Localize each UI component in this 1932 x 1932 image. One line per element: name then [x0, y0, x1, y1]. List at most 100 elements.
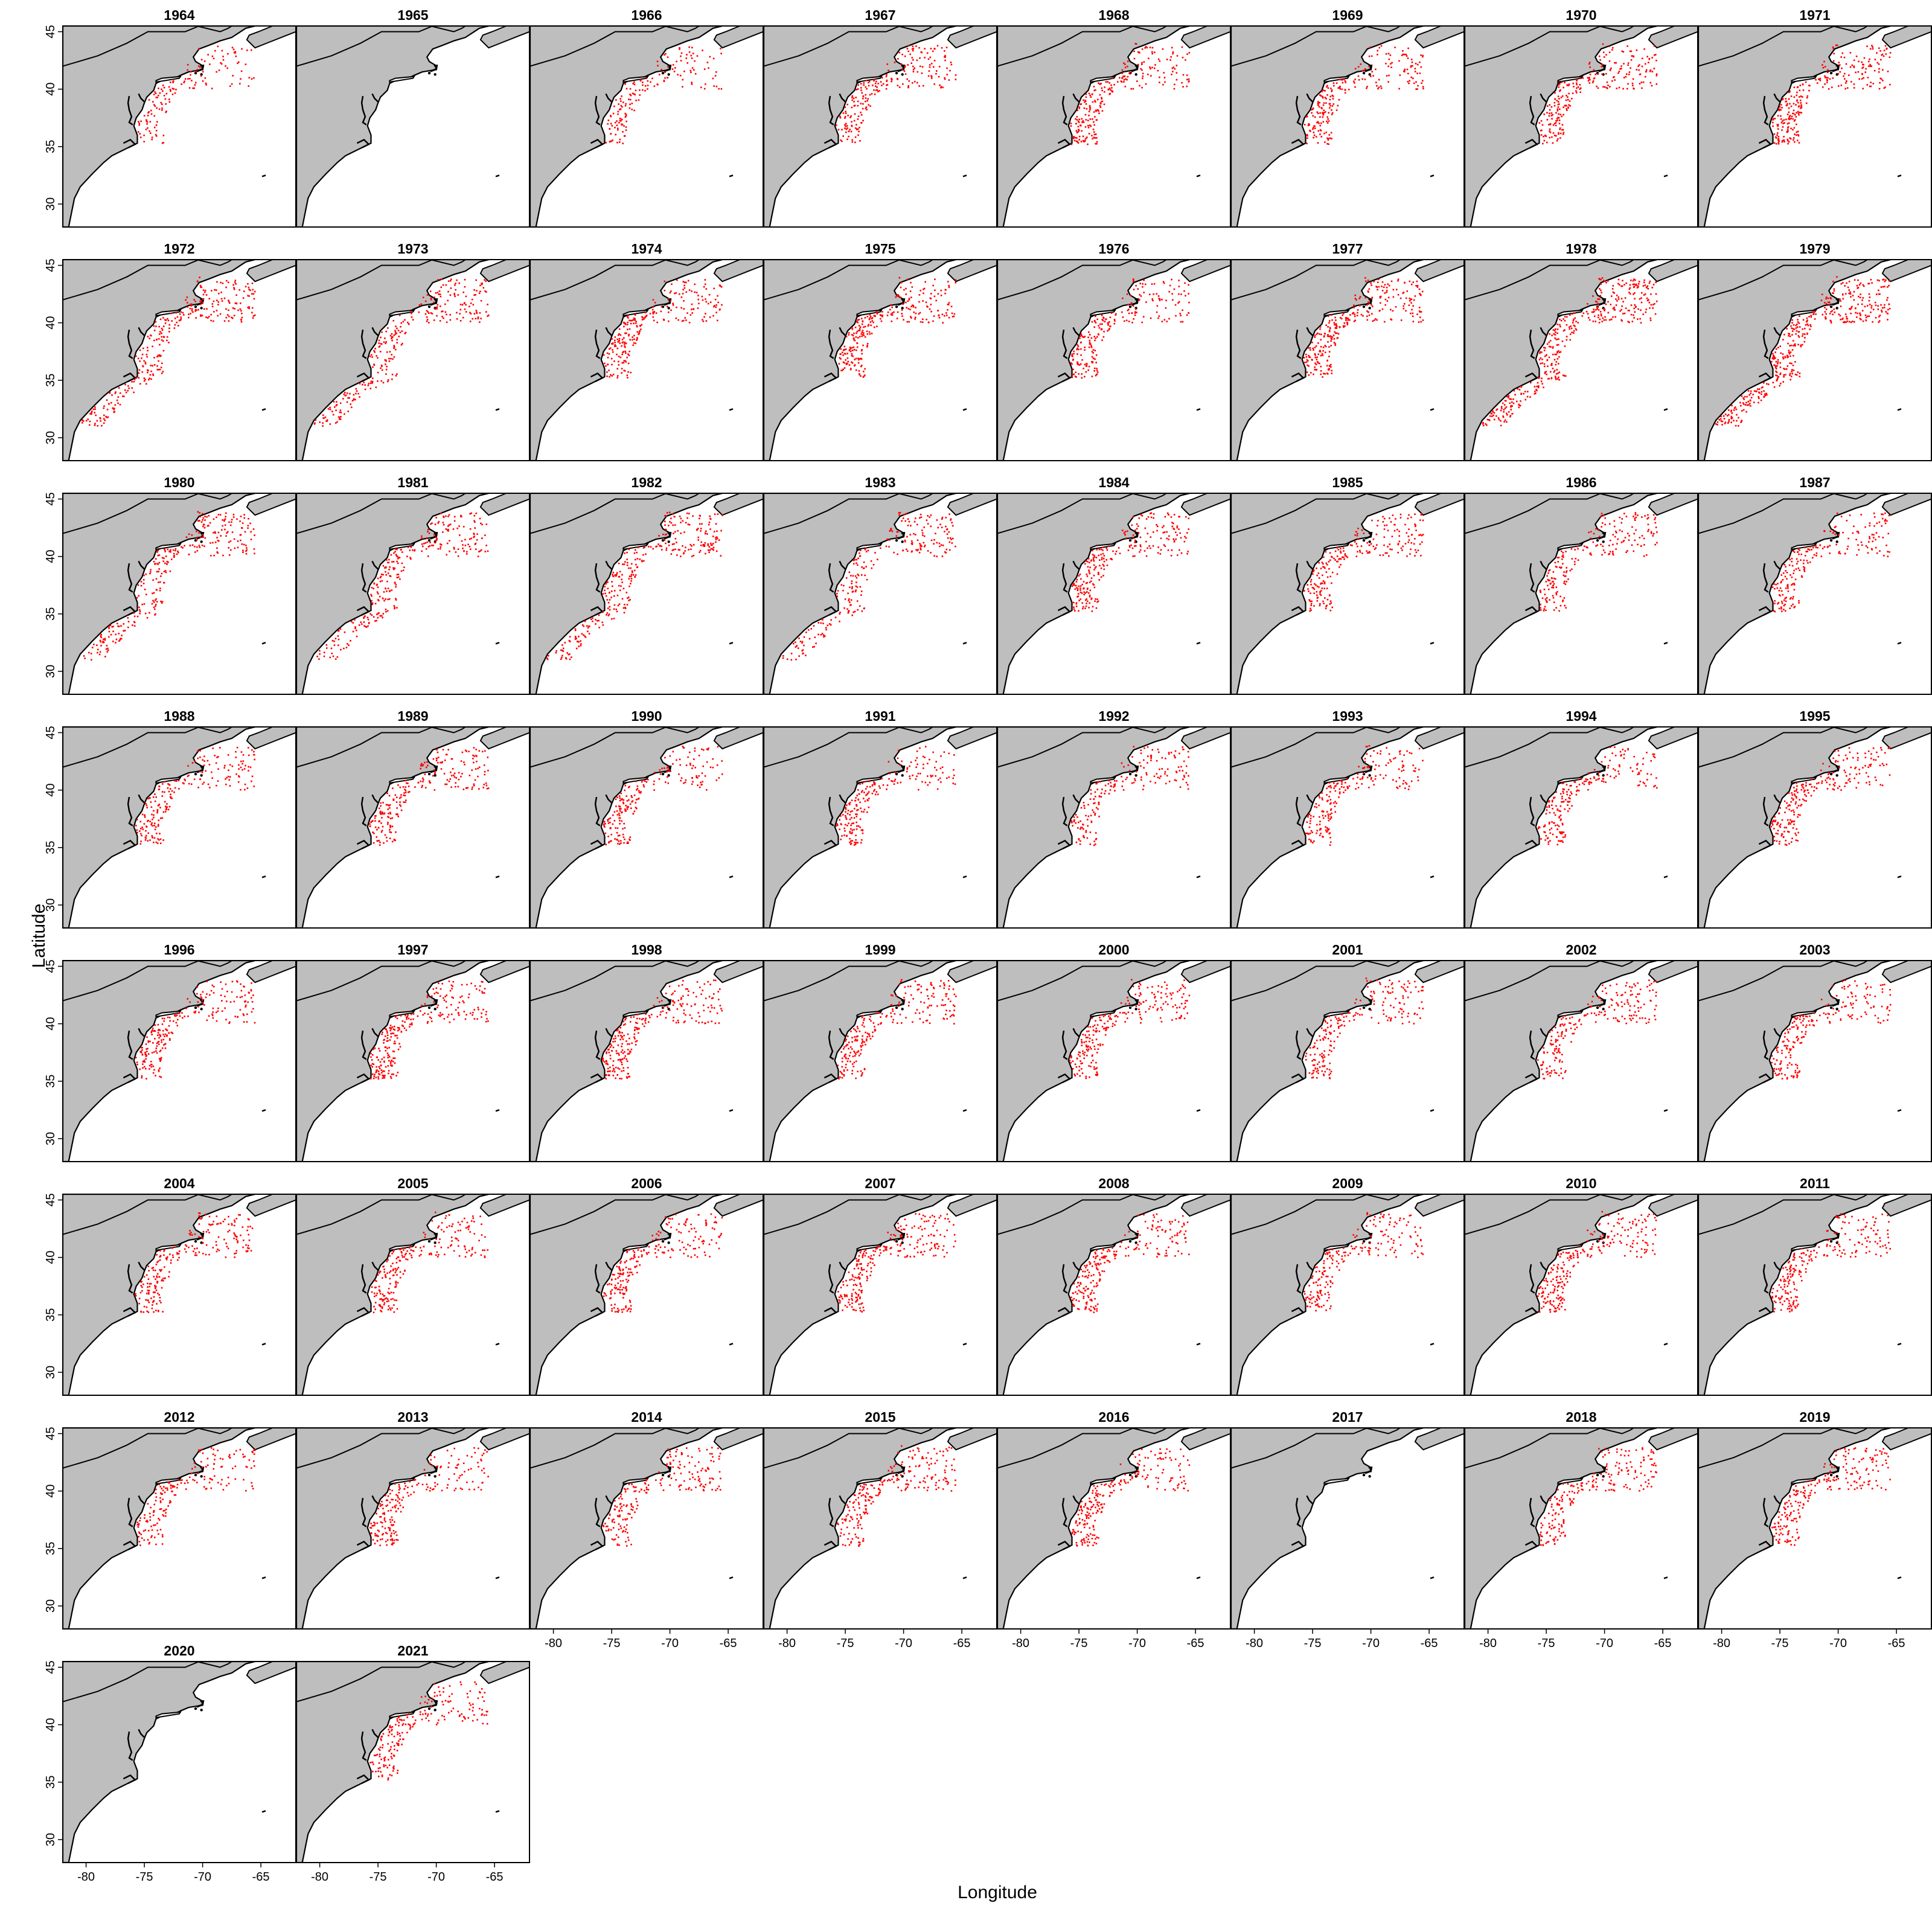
survey-point: [909, 309, 911, 310]
survey-point: [912, 82, 913, 84]
survey-point: [1422, 88, 1424, 90]
survey-point: [681, 320, 683, 322]
survey-point: [1744, 395, 1746, 398]
survey-point: [1326, 116, 1328, 118]
survey-point: [699, 551, 700, 553]
survey-point: [1885, 311, 1887, 313]
survey-point: [703, 545, 706, 547]
survey-point: [1821, 293, 1823, 295]
survey-point: [1639, 74, 1641, 75]
survey-point: [634, 318, 636, 320]
survey-point: [469, 546, 471, 548]
survey-point: [200, 536, 202, 539]
survey-point: [944, 77, 945, 79]
survey-point: [1561, 95, 1564, 97]
survey-point: [1785, 100, 1787, 103]
survey-point: [1398, 60, 1400, 62]
cape-cod: [1598, 298, 1607, 306]
survey-point: [1554, 98, 1556, 100]
survey-point: [96, 420, 98, 422]
survey-point: [1607, 85, 1609, 86]
survey-point: [1553, 135, 1556, 136]
survey-point: [696, 292, 698, 293]
survey-point: [1537, 386, 1540, 389]
survey-point: [485, 545, 487, 546]
survey-point: [1566, 108, 1567, 110]
survey-point: [1776, 124, 1779, 126]
survey-point: [1582, 77, 1584, 79]
survey-point: [1783, 136, 1785, 138]
survey-point: [174, 548, 177, 550]
survey-point: [146, 123, 148, 125]
survey-point: [327, 408, 330, 410]
survey-point: [107, 416, 109, 418]
survey-point: [480, 318, 482, 319]
survey-point: [611, 590, 613, 592]
survey-point: [1882, 286, 1884, 288]
survey-point: [1182, 309, 1183, 312]
survey-point: [1087, 336, 1089, 339]
panel-title: 1977: [1332, 241, 1363, 257]
survey-point: [1882, 80, 1884, 82]
survey-point: [652, 548, 654, 550]
survey-point: [1750, 392, 1751, 394]
survey-point: [1857, 287, 1860, 289]
survey-point: [1345, 82, 1347, 83]
survey-point: [919, 65, 921, 68]
survey-point: [344, 631, 346, 633]
survey-point: [1633, 307, 1635, 310]
survey-point: [1095, 322, 1097, 324]
survey-point: [391, 374, 394, 376]
survey-point: [1132, 88, 1134, 90]
survey-point: [1551, 136, 1553, 138]
survey-point: [109, 391, 111, 394]
survey-point: [1655, 281, 1657, 283]
survey-point: [1564, 104, 1566, 107]
survey-point: [1323, 335, 1325, 337]
survey-point: [1596, 306, 1598, 309]
survey-point: [1614, 79, 1616, 81]
survey-point: [851, 141, 854, 143]
survey-point: [903, 70, 906, 72]
long-island: [856, 75, 883, 83]
survey-point: [359, 383, 361, 385]
survey-point: [85, 420, 88, 422]
survey-point: [1084, 100, 1087, 102]
survey-point: [485, 523, 488, 525]
survey-point: [438, 293, 440, 295]
survey-point: [686, 517, 688, 519]
survey-point: [1094, 100, 1096, 102]
survey-point: [1372, 305, 1374, 307]
nova-scotia-land: [713, 26, 763, 49]
survey-point: [339, 409, 342, 411]
survey-point: [703, 544, 706, 546]
survey-point: [920, 290, 921, 292]
survey-point: [1829, 313, 1831, 315]
survey-point: [913, 67, 916, 69]
survey-point: [377, 380, 379, 382]
survey-point: [1614, 316, 1616, 318]
survey-point: [1730, 421, 1732, 423]
survey-point: [610, 374, 612, 376]
survey-point: [859, 140, 861, 142]
survey-point: [1335, 319, 1337, 321]
survey-point: [234, 280, 237, 281]
survey-point: [401, 342, 403, 345]
survey-point: [344, 391, 346, 394]
survey-point: [396, 327, 398, 330]
survey-point: [393, 346, 395, 348]
survey-point: [197, 309, 199, 311]
survey-point: [1495, 415, 1497, 417]
survey-point: [1380, 85, 1382, 88]
long-island: [1791, 75, 1817, 83]
survey-point: [685, 291, 688, 293]
survey-point: [1402, 53, 1404, 56]
survey-point: [1886, 312, 1889, 315]
survey-point: [1742, 402, 1744, 404]
survey-point: [104, 656, 106, 657]
survey-point: [202, 519, 203, 521]
survey-point: [575, 647, 578, 650]
survey-point: [1742, 409, 1745, 411]
survey-point: [685, 281, 687, 283]
survey-point: [87, 418, 89, 420]
